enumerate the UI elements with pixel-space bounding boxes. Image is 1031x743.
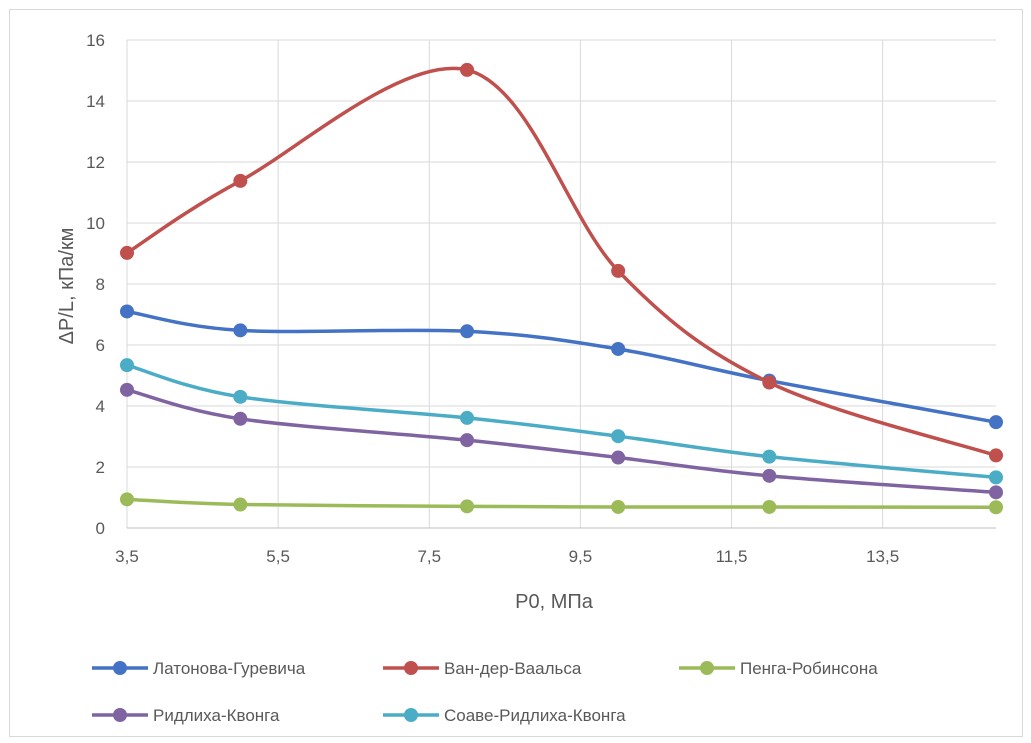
data-point <box>611 499 626 514</box>
data-point <box>611 450 626 465</box>
series-5 <box>120 358 1003 485</box>
series-3 <box>120 492 1003 515</box>
gridlines <box>126 39 996 529</box>
legend-marker <box>404 708 418 722</box>
series-group <box>120 62 1003 515</box>
series-line <box>126 497 997 510</box>
x-tick-label: 5,5 <box>266 547 290 566</box>
x-tick-label: 3,5 <box>115 547 139 566</box>
data-point <box>460 324 475 339</box>
legend-label: Соаве-Ридлиха-Квонга <box>444 706 626 725</box>
data-point <box>233 173 248 188</box>
data-point <box>120 245 134 260</box>
legend-marker <box>700 661 714 675</box>
y-tick-label: 0 <box>96 519 105 538</box>
y-axis-title: ΔP/L, кПа/км <box>56 228 78 345</box>
y-tick-label: 14 <box>86 92 105 111</box>
legend-marker <box>113 708 127 722</box>
series-4 <box>120 382 1003 500</box>
data-point <box>233 323 248 338</box>
data-point <box>120 382 134 397</box>
data-point <box>762 375 777 390</box>
y-tick-label: 8 <box>96 275 105 294</box>
x-tick-label: 13,5 <box>866 547 899 566</box>
legend-marker <box>404 661 418 675</box>
legend-label: Пенга-Робинсона <box>740 659 878 678</box>
data-point <box>233 389 248 404</box>
legend: Латонова-Гуревича Ван-дер-Ваальса Пенга-Ро… <box>92 659 878 725</box>
data-point <box>460 62 475 77</box>
legend-item: Ридлиха-Квонга <box>92 706 280 725</box>
data-point <box>120 492 134 507</box>
legend-label: Ван-дер-Ваальса <box>444 659 582 678</box>
legend-item: Пенга-Робинсона <box>679 659 878 678</box>
legend-marker <box>113 661 127 675</box>
legend-label: Ридлиха-Квонга <box>153 706 280 725</box>
legend-item: Соаве-Ридлиха-Квонга <box>383 706 626 725</box>
y-tick-label: 12 <box>86 153 105 172</box>
x-tick-label: 11,5 <box>716 547 748 566</box>
y-tick-label: 10 <box>86 214 105 233</box>
x-tick-label: 7,5 <box>417 547 441 566</box>
legend-item: Латонова-Гуревича <box>92 659 306 678</box>
data-point <box>989 500 1003 515</box>
data-point <box>233 411 248 426</box>
x-tick-label: 9,5 <box>569 547 593 566</box>
data-point <box>120 358 134 373</box>
data-point <box>762 449 777 464</box>
data-point <box>611 263 626 278</box>
data-point <box>989 415 1003 430</box>
data-point <box>989 448 1003 463</box>
data-point <box>989 470 1003 485</box>
data-point <box>460 433 475 448</box>
data-point <box>989 485 1003 500</box>
series-line <box>126 388 997 495</box>
legend-label: Латонова-Гуревича <box>153 659 306 678</box>
data-point <box>233 497 248 512</box>
data-point <box>460 410 475 425</box>
data-point <box>762 499 777 514</box>
y-tick-label: 6 <box>96 336 105 355</box>
data-point <box>762 468 777 483</box>
data-point <box>120 304 134 319</box>
data-point <box>460 499 475 514</box>
y-tick-label: 16 <box>86 31 105 50</box>
data-point <box>611 429 626 444</box>
chart-area <box>9 9 1023 737</box>
series-1 <box>120 304 1003 430</box>
y-tick-label: 4 <box>96 397 105 416</box>
y-tick-label: 2 <box>96 458 105 477</box>
legend-item: Ван-дер-Ваальса <box>383 659 582 678</box>
axes: 0 2 4 6 8 10 12 14 16 3,5 5,5 7,5 9,5 11,5 13,5 <box>86 31 996 566</box>
series-2 <box>120 62 1003 463</box>
data-point <box>611 341 626 356</box>
x-axis-title: P0, МПа <box>515 591 594 613</box>
